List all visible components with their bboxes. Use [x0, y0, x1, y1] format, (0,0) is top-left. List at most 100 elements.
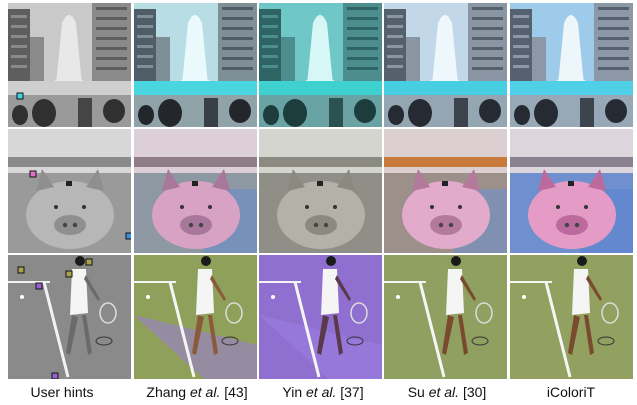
building-window-row	[598, 7, 629, 10]
panel-image-piggy-bank	[259, 129, 382, 253]
panel-image-fountain-plaza	[384, 3, 507, 127]
building-window-row	[598, 67, 629, 70]
panel-image-fountain-plaza	[259, 3, 382, 127]
hint-point-pink	[29, 170, 37, 178]
pig-eye-right	[82, 205, 86, 209]
nostril-left	[62, 222, 68, 228]
player-head	[201, 256, 211, 266]
person-dark-coat	[408, 99, 432, 127]
player-arm	[335, 275, 351, 301]
pig-snout	[305, 215, 337, 235]
building-window-row	[222, 37, 253, 40]
building-window-row	[96, 7, 127, 10]
fountain-jet	[182, 15, 208, 85]
building-window-row	[96, 27, 127, 30]
player-arm	[460, 275, 476, 301]
pig-eye-left	[180, 205, 184, 209]
panel-tennis-zhang	[134, 255, 257, 379]
player-head	[326, 256, 336, 266]
panel-image-piggy-bank	[384, 129, 507, 253]
building-window-row	[262, 35, 278, 38]
trash-bin	[580, 98, 594, 127]
panel-piggy-zhang	[134, 129, 257, 253]
panel-fountain-su	[384, 3, 507, 127]
building-window-row	[137, 45, 153, 48]
pig-eye-left	[305, 205, 309, 209]
building-window-row	[347, 57, 378, 60]
panel-tennis-hints	[8, 255, 131, 379]
pig-snout	[54, 215, 86, 235]
player-legs	[317, 315, 343, 355]
building-window-row	[472, 27, 503, 30]
building-window-row	[387, 55, 403, 58]
nostril-right	[198, 222, 204, 228]
building-window-row	[347, 27, 378, 30]
building-window-row	[513, 15, 529, 18]
building-window-row	[222, 47, 253, 50]
player-shirt	[321, 269, 339, 315]
panel-image-piggy-bank	[8, 129, 131, 253]
building-window-row	[222, 67, 253, 70]
building-window-row	[222, 57, 253, 60]
building-window-row	[598, 47, 629, 50]
hint-point-olive	[65, 270, 73, 278]
panel-image-tennis-player	[8, 255, 131, 379]
court-line-side	[544, 281, 572, 378]
trash-bin	[204, 98, 218, 127]
coin-slot	[317, 181, 323, 186]
person-sitting	[229, 99, 251, 123]
building-window-row	[598, 27, 629, 30]
court-line-side	[168, 281, 196, 378]
building-window-row	[11, 55, 27, 58]
building-window-row	[387, 35, 403, 38]
caption-row: User hints Zhang et al. [43] Yin et al. …	[0, 381, 637, 403]
building-window-row	[96, 67, 127, 70]
player-head	[75, 256, 85, 266]
pig-ear-right	[212, 169, 230, 191]
hint-point-blue	[125, 232, 131, 240]
court-line-side	[42, 281, 70, 378]
pig-eye-right	[208, 205, 212, 209]
building-window-row	[347, 67, 378, 70]
building-window-row	[513, 35, 529, 38]
building-window-row	[598, 37, 629, 40]
building-window-row	[11, 15, 27, 18]
person-left	[12, 105, 28, 125]
building-window-row	[262, 55, 278, 58]
panel-fountain-yin	[259, 3, 382, 127]
building-window-row	[262, 25, 278, 28]
racket-shadow	[221, 336, 239, 346]
pool	[259, 81, 382, 95]
pig-eye-left	[556, 205, 560, 209]
building-low	[281, 37, 295, 81]
pig-eye-right	[333, 205, 337, 209]
pig-eye-left	[54, 205, 58, 209]
person-left	[514, 105, 530, 125]
pig-ear-right	[588, 169, 606, 191]
building-window-row	[347, 47, 378, 50]
caption-zhang: Zhang et al. [43]	[146, 384, 248, 400]
wall-stripe	[134, 157, 257, 167]
racket	[475, 302, 493, 324]
building-window-row	[262, 65, 278, 68]
nostril-right	[323, 222, 329, 228]
building-low	[532, 37, 546, 81]
pig-ear-right	[86, 169, 104, 191]
panel-tennis-icoloritit	[510, 255, 633, 379]
building-window-row	[222, 17, 253, 20]
ball	[396, 295, 400, 299]
pig-ear-left	[412, 169, 430, 191]
hint-point-purple	[51, 372, 59, 379]
building-window-row	[513, 65, 529, 68]
building-window-row	[472, 17, 503, 20]
player-legs	[66, 315, 92, 355]
building-window-row	[96, 37, 127, 40]
wall-stripe	[510, 157, 633, 167]
building-window-row	[137, 65, 153, 68]
building-window-row	[96, 47, 127, 50]
person-left	[263, 105, 279, 125]
court-line-side	[293, 281, 321, 378]
building-window-row	[11, 45, 27, 48]
pool	[510, 81, 633, 95]
panel-image-fountain-plaza	[8, 3, 131, 127]
